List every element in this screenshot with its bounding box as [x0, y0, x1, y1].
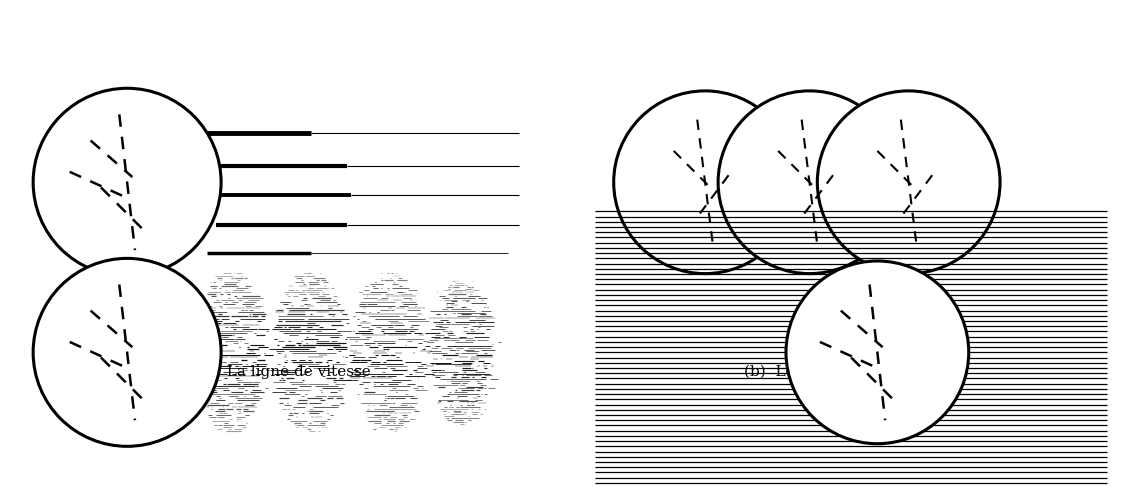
Ellipse shape	[718, 91, 901, 274]
Ellipse shape	[817, 91, 1000, 274]
Ellipse shape	[614, 91, 797, 274]
Ellipse shape	[33, 259, 221, 446]
Text: (a)  La ligne de vitesse: (a) La ligne de vitesse	[196, 365, 371, 380]
Ellipse shape	[787, 261, 969, 444]
Text: (b)  Le suivi stroboscopique: (b) Le suivi stroboscopique	[745, 365, 958, 380]
Ellipse shape	[33, 88, 221, 276]
